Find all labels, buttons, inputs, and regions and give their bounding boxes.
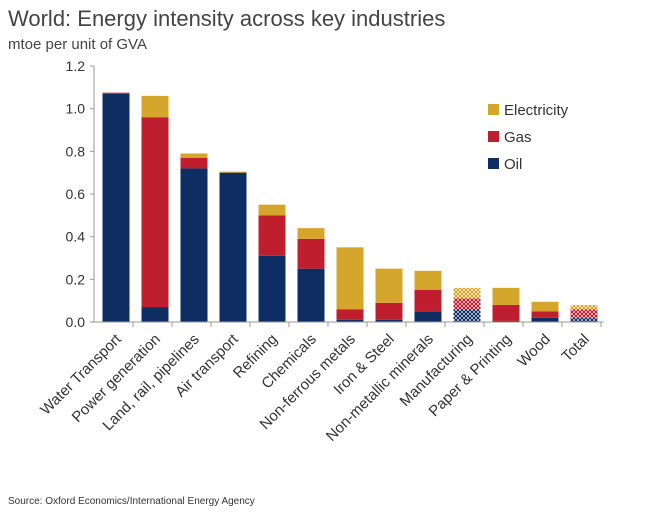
legend-label-electricity: Electricity (504, 102, 569, 119)
bar-segment-oil (258, 255, 286, 322)
y-tick-label: 1.0 (66, 101, 86, 117)
bar-segment-electricity (219, 171, 247, 173)
y-tick-label: 1.2 (66, 58, 86, 74)
bar-segment-oil (375, 319, 403, 322)
bar-segment-gas (102, 92, 130, 94)
legend-swatch-oil (488, 158, 499, 169)
bar-segment-gas (414, 290, 442, 312)
legend-swatch-electricity (488, 104, 499, 115)
bar-segment-electricity (453, 287, 481, 299)
bar-segment-gas (531, 311, 559, 318)
bar-segment-electricity (531, 301, 559, 312)
bar-segment-electricity (570, 304, 598, 310)
bar-segment-electricity (297, 228, 325, 239)
bar-segment-gas (297, 238, 325, 269)
bar-segment-electricity (375, 268, 403, 303)
bar-segment-gas (453, 298, 481, 310)
legend-label-oil: Oil (504, 156, 522, 173)
y-tick-label: 0.2 (66, 271, 86, 287)
bar-segment-oil (414, 311, 442, 322)
bar-segment-gas (258, 215, 286, 256)
bar-segment-oil (570, 317, 598, 322)
bar-segment-electricity (141, 95, 169, 118)
x-category-label: Total (558, 331, 592, 365)
bar-segment-electricity (180, 153, 208, 158)
y-tick-label: 0.4 (66, 229, 86, 245)
bar-segment-oil (141, 307, 169, 322)
x-category-label: Wood (514, 331, 554, 371)
bar-segment-oil (297, 268, 325, 322)
source-note: Source: Oxford Economics/International E… (8, 496, 255, 507)
bar-segment-oil (453, 309, 481, 322)
bar-segment-gas (375, 302, 403, 320)
bar-segment-electricity (258, 204, 286, 216)
chart-title: World: Energy intensity across key indus… (8, 6, 446, 31)
chart-subtitle: mtoe per unit of GVA (8, 36, 147, 53)
bar-segment-oil (336, 319, 364, 322)
bar-segment-oil (219, 172, 247, 322)
bars-group (102, 92, 598, 322)
legend-swatch-gas (488, 131, 499, 142)
bar-segment-gas (141, 117, 169, 308)
y-axis: 0.0 0.2 0.4 0.6 0.8 1.0 1.2 (66, 58, 95, 330)
bar-segment-electricity (492, 287, 520, 305)
y-tick-label: 0.0 (66, 314, 86, 330)
y-tick-label: 0.8 (66, 143, 86, 159)
bar-segment-gas (180, 157, 208, 169)
bar-segment-gas (570, 309, 598, 318)
bar-segment-oil (531, 317, 559, 322)
bar-segment-gas (492, 304, 520, 321)
legend: Electricity Gas Oil (488, 102, 569, 173)
y-tick-label: 0.6 (66, 186, 86, 202)
bar-segment-electricity (414, 270, 442, 290)
bar-segment-electricity (336, 247, 364, 310)
bar-segment-oil (102, 93, 130, 322)
bar-segment-gas (336, 309, 364, 320)
bar-segment-oil (492, 320, 520, 322)
legend-label-gas: Gas (504, 129, 532, 146)
bar-segment-oil (180, 168, 208, 322)
